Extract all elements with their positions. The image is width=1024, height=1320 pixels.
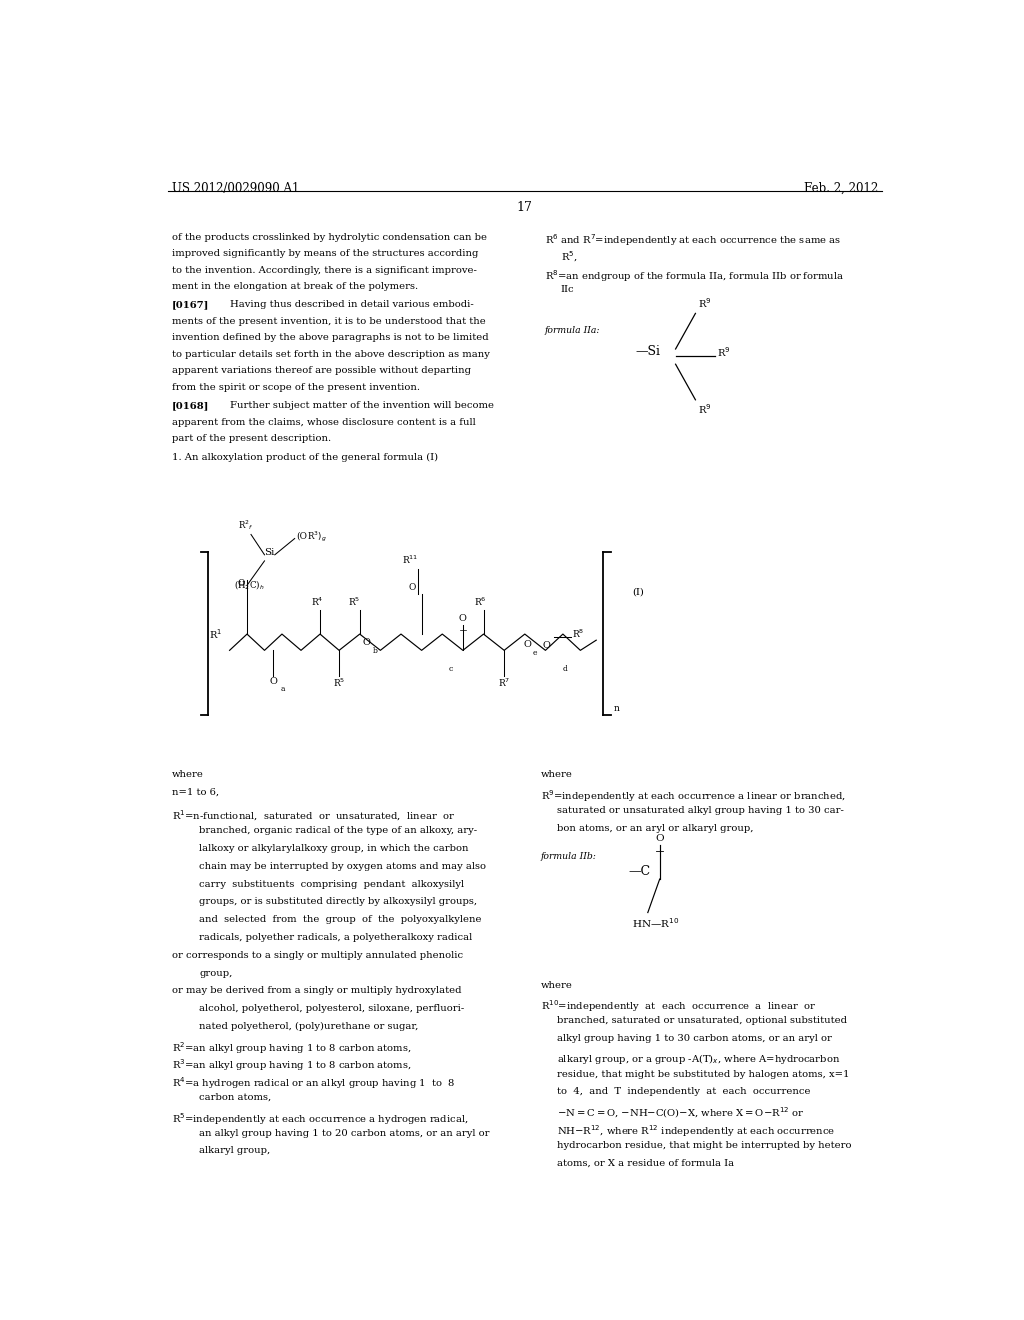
Text: chain may be interrupted by oxygen atoms and may also: chain may be interrupted by oxygen atoms… — [200, 862, 486, 871]
Text: branched, organic radical of the type of an alkoxy, ary-: branched, organic radical of the type of… — [200, 826, 477, 836]
Text: R$^{10}$=independently  at  each  occurrence  a  linear  or: R$^{10}$=independently at each occurrenc… — [541, 998, 816, 1014]
Text: or corresponds to a singly or multiply annulated phenolic: or corresponds to a singly or multiply a… — [172, 950, 463, 960]
Text: O: O — [238, 579, 245, 589]
Text: R$^1$: R$^1$ — [209, 627, 222, 642]
Text: formula IIb:: formula IIb: — [541, 853, 597, 861]
Text: (I): (I) — [632, 587, 644, 597]
Text: nated polyetherol, (poly)urethane or sugar,: nated polyetherol, (poly)urethane or sug… — [200, 1022, 419, 1031]
Text: branched, saturated or unsaturated, optional substituted: branched, saturated or unsaturated, opti… — [557, 1016, 847, 1026]
Text: R$^3$$)_g$: R$^3$$)_g$ — [307, 529, 327, 544]
Text: to particular details set forth in the above description as many: to particular details set forth in the a… — [172, 350, 489, 359]
Text: alcohol, polyetherol, polyesterol, siloxane, perfluori-: alcohol, polyetherol, polyesterol, silox… — [200, 1005, 465, 1014]
Text: [0168]: [0168] — [172, 401, 209, 411]
Text: an alkyl group having 1 to 20 carbon atoms, or an aryl or: an alkyl group having 1 to 20 carbon ato… — [200, 1129, 489, 1138]
Text: lalkoxy or alkylarylalkoxy group, in which the carbon: lalkoxy or alkylarylalkoxy group, in whi… — [200, 843, 469, 853]
Text: R$^9$: R$^9$ — [717, 345, 730, 359]
Text: 17: 17 — [517, 201, 532, 214]
Text: O: O — [459, 614, 467, 623]
Text: R$^4$: R$^4$ — [310, 595, 324, 607]
Text: of the products crosslinked by hydrolytic condensation can be: of the products crosslinked by hydrolyti… — [172, 232, 486, 242]
Text: ment in the elongation at break of the polymers.: ment in the elongation at break of the p… — [172, 282, 418, 290]
Text: formula IIa:: formula IIa: — [545, 326, 600, 335]
Text: apparent from the claims, whose disclosure content is a full: apparent from the claims, whose disclosu… — [172, 418, 475, 426]
Text: O: O — [655, 834, 664, 843]
Text: R$^8$: R$^8$ — [572, 628, 585, 640]
Text: bon atoms, or an aryl or alkaryl group,: bon atoms, or an aryl or alkaryl group, — [557, 824, 753, 833]
Text: (H$_2$C)$_h$: (H$_2$C)$_h$ — [233, 578, 264, 591]
Text: n: n — [613, 705, 620, 713]
Text: where: where — [541, 981, 572, 990]
Text: Si: Si — [264, 548, 274, 557]
Text: apparent variations thereof are possible without departing: apparent variations thereof are possible… — [172, 367, 471, 375]
Text: saturated or unsaturated alkyl group having 1 to 30 car-: saturated or unsaturated alkyl group hav… — [557, 805, 844, 814]
Text: R$^5$: R$^5$ — [333, 677, 345, 689]
Text: invention defined by the above paragraphs is not to be limited: invention defined by the above paragraph… — [172, 334, 488, 342]
Text: R$^2$$_f$: R$^2$$_f$ — [238, 519, 253, 532]
Text: e: e — [532, 649, 538, 657]
Text: US 2012/0029090 A1: US 2012/0029090 A1 — [172, 182, 299, 195]
Text: IIc: IIc — [560, 285, 574, 294]
Text: alkaryl group,: alkaryl group, — [200, 1147, 270, 1155]
Text: carbon atoms,: carbon atoms, — [200, 1093, 271, 1102]
Text: —C: —C — [628, 866, 650, 878]
Text: where: where — [541, 771, 572, 779]
Text: a: a — [281, 685, 285, 693]
Text: (O: (O — [296, 532, 307, 541]
Text: improved significantly by means of the structures according: improved significantly by means of the s… — [172, 249, 478, 259]
Text: from the spirit or scope of the present invention.: from the spirit or scope of the present … — [172, 383, 420, 392]
Text: and  selected  from  the  group  of  the  polyoxyalkylene: and selected from the group of the polyo… — [200, 915, 482, 924]
Text: residue, that might be substituted by halogen atoms, x=1: residue, that might be substituted by ha… — [557, 1069, 849, 1078]
Text: ments of the present invention, it is to be understood that the: ments of the present invention, it is to… — [172, 317, 485, 326]
Text: R$^1$=n-functional,  saturated  or  unsaturated,  linear  or: R$^1$=n-functional, saturated or unsatur… — [172, 809, 455, 822]
Text: R$^3$=an alkyl group having 1 to 8 carbon atoms,: R$^3$=an alkyl group having 1 to 8 carbo… — [172, 1057, 412, 1073]
Text: O: O — [543, 640, 550, 649]
Text: carry  substituents  comprising  pendant  alkoxysilyl: carry substituents comprising pendant al… — [200, 879, 465, 888]
Text: R$^6$: R$^6$ — [474, 595, 486, 607]
Text: O: O — [523, 640, 531, 648]
Text: O: O — [362, 638, 370, 647]
Text: Further subject matter of the invention will become: Further subject matter of the invention … — [229, 401, 494, 411]
Text: $-$N$=$C$=$O, $-$NH$-$C(O)$-$X, where X$=$O$-$R$^{12}$ or: $-$N$=$C$=$O, $-$NH$-$C(O)$-$X, where X$… — [557, 1105, 804, 1119]
Text: d: d — [563, 664, 567, 673]
Text: R$^9$: R$^9$ — [697, 297, 712, 310]
Text: O: O — [269, 677, 278, 686]
Text: Feb. 2, 2012: Feb. 2, 2012 — [804, 182, 878, 195]
Text: c: c — [449, 664, 453, 673]
Text: Having thus described in detail various embodi-: Having thus described in detail various … — [229, 301, 473, 309]
Text: to  4,  and  T  independently  at  each  occurrence: to 4, and T independently at each occurr… — [557, 1088, 810, 1097]
Text: or may be derived from a singly or multiply hydroxylated: or may be derived from a singly or multi… — [172, 986, 461, 995]
Text: [0167]: [0167] — [172, 301, 209, 309]
Text: —Si: —Si — [636, 345, 660, 358]
Text: where: where — [172, 771, 204, 779]
Text: to the invention. Accordingly, there is a significant improve-: to the invention. Accordingly, there is … — [172, 265, 476, 275]
Text: radicals, polyether radicals, a polyetheralkoxy radical: radicals, polyether radicals, a polyethe… — [200, 933, 473, 942]
Text: n=1 to 6,: n=1 to 6, — [172, 788, 219, 797]
Text: b: b — [373, 647, 377, 655]
Text: R$^8$=an endgroup of the formula IIa, formula IIb or formula: R$^8$=an endgroup of the formula IIa, fo… — [545, 268, 844, 284]
Text: alkaryl group, or a group -A(T)$_x$, where A=hydrocarbon: alkaryl group, or a group -A(T)$_x$, whe… — [557, 1052, 840, 1065]
Text: R$^5$=independently at each occurrence a hydrogen radical,: R$^5$=independently at each occurrence a… — [172, 1111, 468, 1127]
Text: group,: group, — [200, 969, 232, 978]
Text: R$^9$=independently at each occurrence a linear or branched,: R$^9$=independently at each occurrence a… — [541, 788, 846, 804]
Text: R$^5$: R$^5$ — [348, 595, 360, 607]
Text: alkyl group having 1 to 30 carbon atoms, or an aryl or: alkyl group having 1 to 30 carbon atoms,… — [557, 1034, 831, 1043]
Text: R$^6$ and R$^7$=independently at each occurrence the same as: R$^6$ and R$^7$=independently at each oc… — [545, 232, 841, 248]
Text: 1. An alkoxylation product of the general formula (I): 1. An alkoxylation product of the genera… — [172, 453, 438, 462]
Text: R$^2$=an alkyl group having 1 to 8 carbon atoms,: R$^2$=an alkyl group having 1 to 8 carbo… — [172, 1040, 412, 1056]
Text: hydrocarbon residue, that might be interrupted by hetero: hydrocarbon residue, that might be inter… — [557, 1140, 851, 1150]
Text: HN—R$^{10}$: HN—R$^{10}$ — [632, 916, 679, 931]
Text: R$^5$,: R$^5$, — [560, 249, 578, 264]
Text: R$^{11}$: R$^{11}$ — [401, 553, 418, 566]
Text: groups, or is substituted directly by alkoxysilyl groups,: groups, or is substituted directly by al… — [200, 898, 477, 907]
Text: R$^7$: R$^7$ — [498, 677, 510, 689]
Text: part of the present description.: part of the present description. — [172, 434, 331, 444]
Text: R$^9$: R$^9$ — [697, 401, 712, 416]
Text: O: O — [409, 583, 416, 593]
Text: NH$-$R$^{12}$, where R$^{12}$ independently at each occurrence: NH$-$R$^{12}$, where R$^{12}$ independen… — [557, 1123, 835, 1139]
Text: R$^4$=a hydrogen radical or an alkyl group having 1  to  8: R$^4$=a hydrogen radical or an alkyl gro… — [172, 1076, 455, 1092]
Text: atoms, or X a residue of formula Ia: atoms, or X a residue of formula Ia — [557, 1159, 733, 1167]
